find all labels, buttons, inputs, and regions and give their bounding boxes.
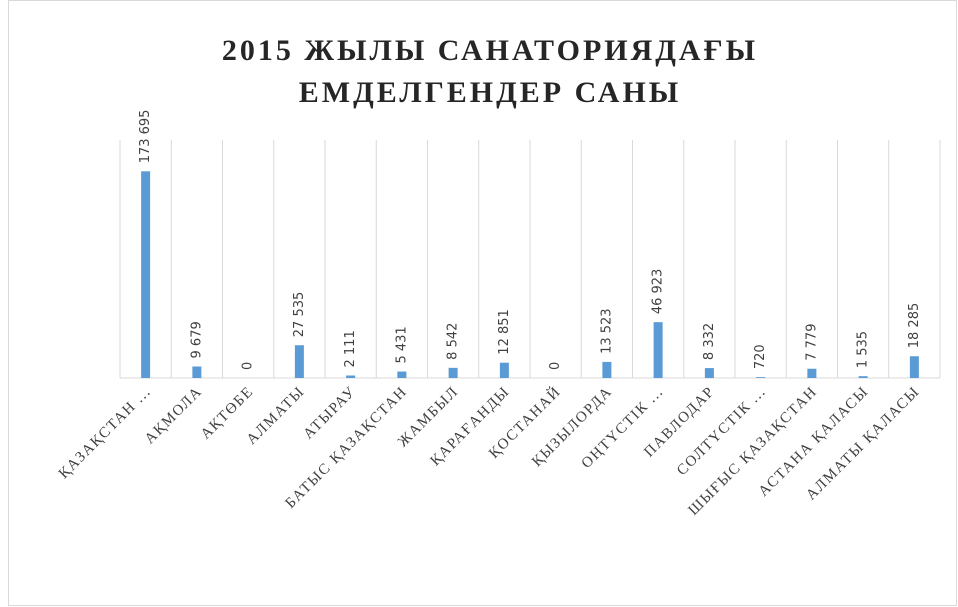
data-label: 8 542 — [446, 323, 461, 360]
bar — [704, 368, 714, 378]
bar — [858, 376, 868, 378]
bar — [807, 368, 817, 378]
bar — [448, 367, 458, 378]
bar — [346, 375, 356, 378]
data-label: 2 111 — [343, 330, 358, 367]
bar — [499, 362, 509, 378]
data-label: 13 523 — [599, 308, 614, 354]
bar — [653, 322, 663, 378]
bar — [141, 171, 151, 378]
bar — [397, 371, 407, 378]
bar — [756, 377, 766, 378]
data-label: 720 — [753, 344, 768, 369]
data-label: 173 695 — [138, 110, 153, 164]
data-label: 9 679 — [189, 321, 204, 358]
data-label: 46 923 — [651, 269, 666, 315]
data-label: 8 332 — [702, 323, 717, 360]
data-label: 27 535 — [292, 292, 307, 338]
data-label: 12 851 — [497, 309, 512, 355]
chart-title: 2015 ЖЫЛЫ САНАТОРИЯДАҒЫ — [222, 34, 758, 67]
chart-title: ЕМДЕЛГЕНДЕР САНЫ — [299, 76, 681, 109]
data-label: 5 431 — [394, 326, 409, 363]
bar — [192, 366, 202, 378]
chart-border — [8, 0, 957, 606]
data-label: 1 535 — [856, 331, 871, 368]
bar — [602, 361, 612, 378]
data-label: 0 — [548, 362, 563, 370]
data-label: 18 285 — [907, 303, 922, 349]
data-label: 0 — [241, 362, 256, 370]
data-label: 7 779 — [804, 324, 819, 361]
bar — [909, 356, 919, 378]
bar — [294, 345, 304, 378]
